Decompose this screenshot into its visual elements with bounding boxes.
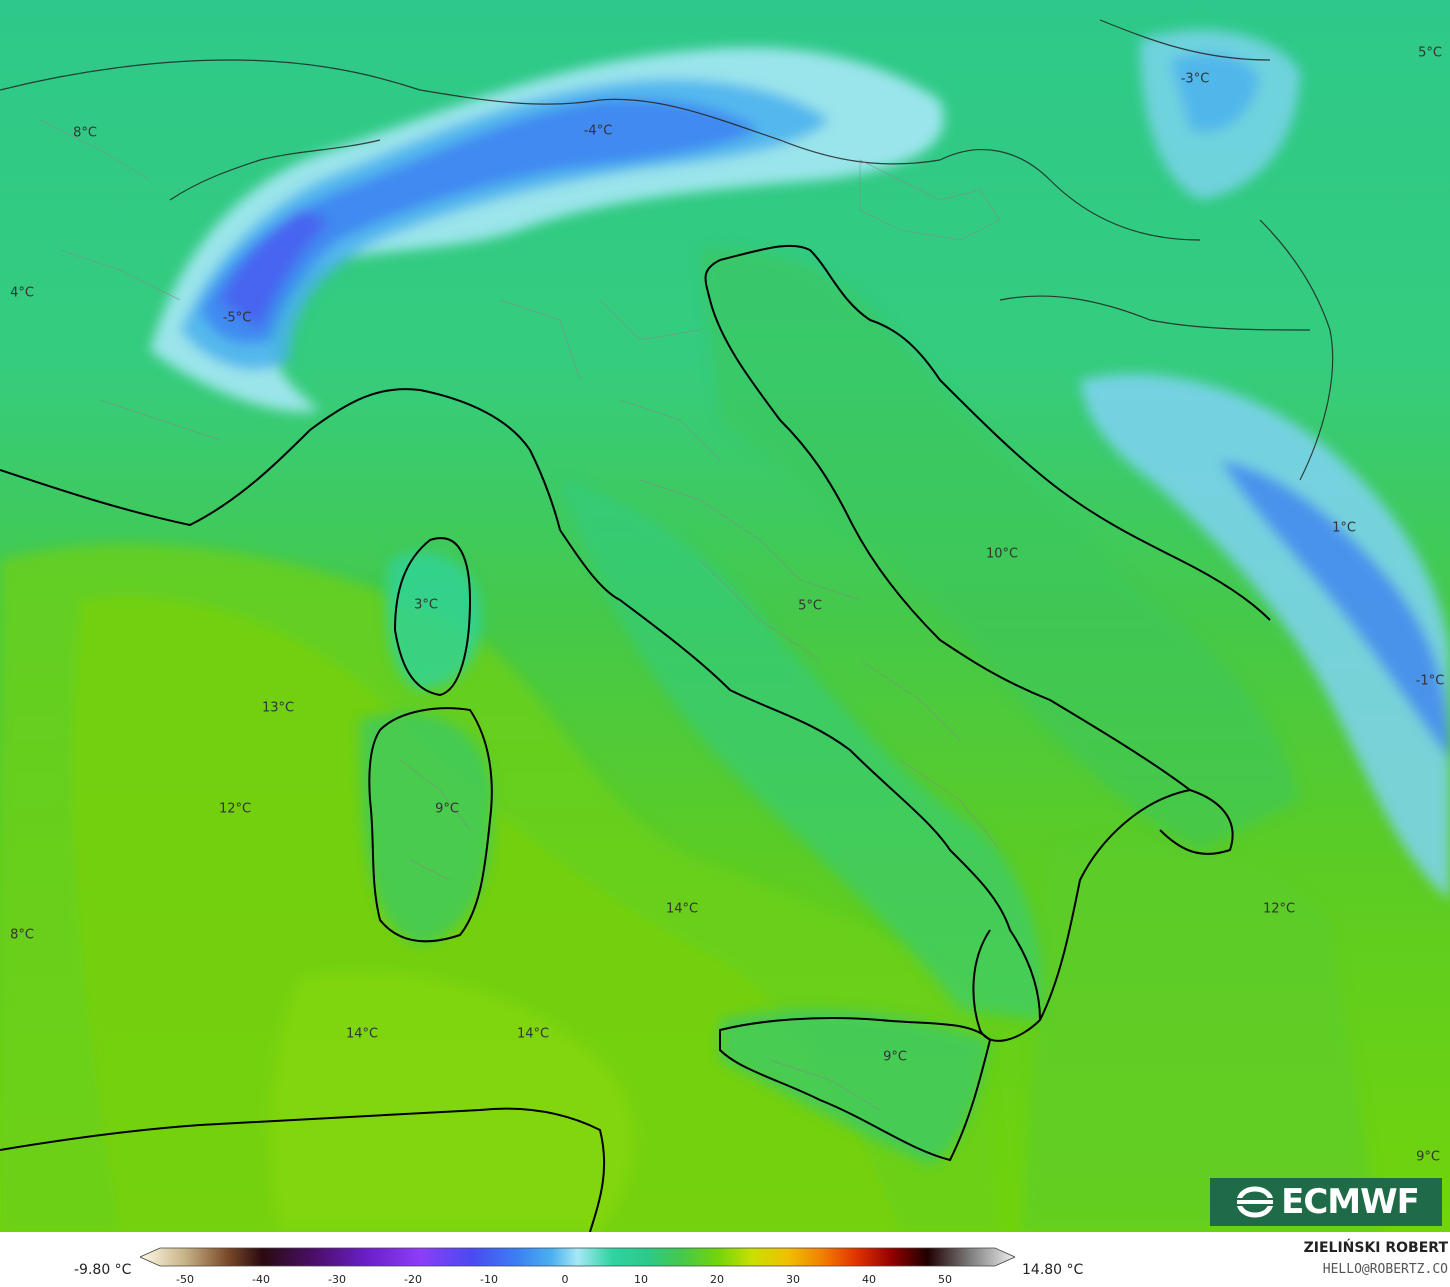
temperature-label: 5°C xyxy=(798,598,822,614)
land-zones xyxy=(360,248,1300,1165)
ecmwf-logo-text: ECMWF xyxy=(1281,1182,1420,1222)
temperature-label: 13°C xyxy=(261,700,295,716)
temperature-label: 3°C xyxy=(414,597,438,613)
colorbar-tick-label: -50 xyxy=(176,1273,194,1286)
ecmwf-logo-icon xyxy=(1233,1186,1278,1218)
temperature-label: -3°C xyxy=(1180,71,1210,87)
temperature-label: 9°C xyxy=(435,801,459,817)
temperature-label: 9°C xyxy=(883,1049,907,1065)
colorbar-tick-label: 0 xyxy=(561,1273,569,1286)
region-borders xyxy=(39,119,1001,1111)
colorbar-tick-label: 30 xyxy=(786,1273,800,1286)
temperature-label: -4°C xyxy=(583,123,613,139)
colorbar-tick-label: 20 xyxy=(710,1273,724,1286)
legend-min-value: -9.80 °C xyxy=(74,1262,132,1278)
temperature-label: 14°C xyxy=(665,901,699,917)
temperature-label: 8°C xyxy=(10,927,34,943)
map-graphic xyxy=(0,19,1450,1232)
legend-max-value: 14.80 °C xyxy=(1022,1262,1084,1278)
colorbar-tick-label: -20 xyxy=(404,1273,422,1286)
author-email: HELLO@ROBERTZ.CO xyxy=(1322,1262,1448,1277)
author-credit: ZIELIŃSKI ROBERT xyxy=(1303,1240,1448,1256)
colorbar-tick-label: 50 xyxy=(938,1273,952,1286)
temperature-label: 10°C xyxy=(985,546,1019,562)
temperature-label: 4°C xyxy=(10,285,34,301)
temperature-label: 14°C xyxy=(516,1026,550,1042)
colorbar-tick-label: -40 xyxy=(252,1273,270,1286)
temperature-map: 8°C 4°C -5°C -4°C -3°C 5°C 3°C 13°C 12°C 9°C 10°C 5… xyxy=(0,0,1450,1232)
temperature-label: 8°C xyxy=(73,125,97,141)
country-borders xyxy=(0,19,1334,481)
temperature-label: 14°C xyxy=(345,1026,379,1042)
temperature-colorbar xyxy=(140,1247,1015,1267)
temperature-label: -5°C xyxy=(222,310,252,326)
temperature-label: 12°C xyxy=(218,801,252,817)
cold-alpine-zones xyxy=(150,30,1450,900)
temperature-label: 5°C xyxy=(1418,45,1442,61)
colorbar-tick-label: 40 xyxy=(862,1273,876,1286)
ecmwf-logo: ECMWF xyxy=(1210,1178,1442,1226)
colorbar-tick-label: -30 xyxy=(328,1273,346,1286)
colorbar-tick-label: 10 xyxy=(634,1273,648,1286)
temperature-label: 1°C xyxy=(1332,520,1356,536)
coastlines xyxy=(0,244,1271,1232)
colorbar-tick-label: -10 xyxy=(480,1273,498,1286)
temperature-label: -1°C xyxy=(1415,673,1445,689)
temperature-label: 9°C xyxy=(1416,1149,1440,1165)
temperature-label: 12°C xyxy=(1262,901,1296,917)
